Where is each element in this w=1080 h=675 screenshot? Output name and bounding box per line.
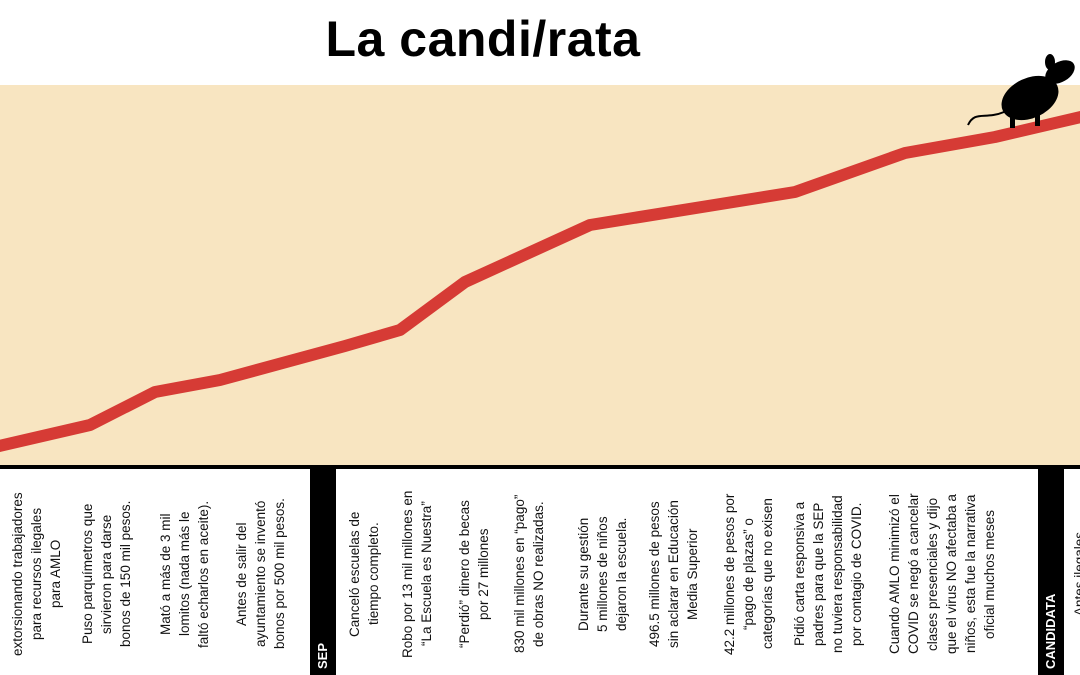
note-line: sirvieron para darse	[99, 514, 114, 634]
note-line: “pago de plazas” o	[741, 518, 756, 630]
note-line: Cuando AMLO minimizó el	[887, 494, 902, 654]
note-line: “Perdió” dinero de becas	[457, 500, 472, 648]
note-line: Canceló escuelas de	[347, 511, 362, 637]
note-line: niños, esta fue la narrativa	[963, 494, 978, 654]
section-tag: CANDIDATA	[1038, 469, 1064, 675]
note: Antes de salir del ayuntamiento se invent…	[232, 478, 289, 670]
note-line: por 27 millones	[476, 528, 491, 620]
note-line: tiempo completo.	[366, 522, 381, 626]
note-line: que el virus NO afectaba a	[944, 494, 959, 654]
note-line: 496.5 millones de pesos	[647, 501, 662, 647]
note: Cuando AMLO minimizó el COVID se negó a c…	[885, 478, 999, 670]
note: Mató a más de 3 mil lomitos (nada más le f…	[156, 478, 213, 670]
note-line: Pidió carta responsiva a	[792, 501, 807, 647]
note-line: 830 mil millones en “pago”	[512, 494, 527, 654]
note-line: 5 millones de niños	[595, 516, 610, 632]
note-line: oficial muchos meses	[982, 509, 997, 639]
note-line: Durante su gestión	[576, 517, 591, 631]
section-label: SEP	[315, 642, 330, 669]
note-line: bonos por 500 mil pesos.	[272, 498, 287, 650]
note-line: de obras NO realizadas.	[531, 501, 546, 647]
note-line: para recursos ilegales	[29, 507, 44, 641]
note-line: Puso parquímetros que	[80, 503, 95, 645]
note-line: Antes de salir del	[234, 522, 249, 626]
divider	[0, 465, 1080, 469]
note: 496.5 millones de pesos sin aclarar en Ed…	[645, 478, 702, 670]
note-line: faltó echarlos en aceite).	[196, 500, 211, 648]
note-line: COVID se negó a cancelar	[906, 493, 921, 655]
note-line: 42.2 millones de pesos por	[722, 493, 737, 655]
note-line: categorías que no exisen	[760, 498, 775, 650]
note-line: para AMLO	[48, 539, 63, 609]
note: Puso parquímetros que sirvieron para dars…	[78, 478, 135, 670]
note: Canceló escuelas de tiempo completo.	[345, 478, 383, 670]
note-line: ayuntamiento se inventó	[253, 500, 268, 648]
note-line: extorsionando trabajadores	[10, 492, 25, 656]
rat	[967, 54, 1075, 128]
note: 42.2 millones de pesos por “pago de plaza…	[720, 478, 777, 670]
illustration	[0, 54, 1080, 453]
note-line: dejaron la escuela.	[614, 517, 629, 631]
note: Robo por 13 mil millones en “La Escuela e…	[398, 478, 436, 670]
note-line: Media Superior	[685, 528, 700, 620]
note-line: por contagio de COVID.	[849, 502, 864, 646]
note: “Perdió” dinero de becas por 27 millones	[455, 478, 493, 670]
background-panel	[0, 85, 1080, 465]
note-line: Robo por 13 mil millones en	[400, 490, 415, 658]
section-label: CANDIDATA	[1043, 593, 1058, 669]
note: extorsionando trabajadores para recursos …	[8, 478, 65, 670]
note-line: Antes ilegales	[1072, 531, 1080, 617]
note-line: clases presenciales y dijo	[925, 497, 940, 651]
note-line: padres para que la SEP	[811, 502, 826, 646]
note: 830 mil millones en “pago” de obras NO re…	[510, 478, 548, 670]
note-line: sin aclarar en Educación	[666, 500, 681, 648]
note-line: Mató a más de 3 mil	[158, 513, 173, 635]
section-tag: SEP	[310, 469, 336, 675]
note-line: “La Escuela es Nuestra”	[419, 501, 434, 647]
note: Pidió carta responsiva a padres para que …	[790, 478, 866, 670]
note: Antes ilegales	[1070, 478, 1080, 670]
title: La candi/rata	[325, 11, 641, 67]
note: Durante su gestión 5 millones de niños dej…	[574, 478, 631, 670]
rising-line	[0, 111, 1080, 453]
note-line: lomitos (nada más le	[177, 511, 192, 637]
note-line: bonos de 150 mil pesos.	[118, 500, 133, 648]
note-line: no tuviera responsabilidad	[830, 495, 845, 653]
